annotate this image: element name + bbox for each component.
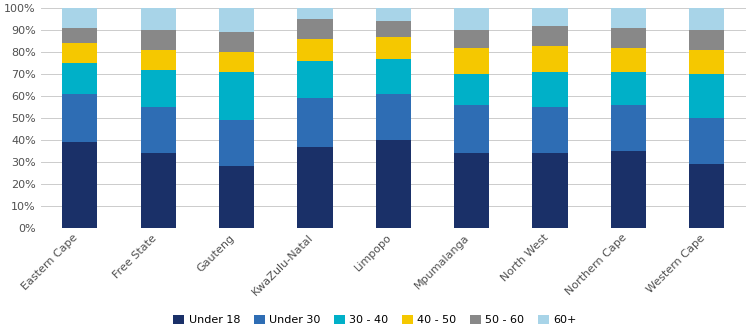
Bar xyxy=(532,26,568,46)
Bar xyxy=(376,21,411,37)
Bar xyxy=(376,37,411,59)
Bar xyxy=(454,153,489,228)
Bar xyxy=(219,32,254,52)
Bar xyxy=(140,153,176,228)
Bar xyxy=(610,48,646,72)
Bar xyxy=(219,8,254,32)
Bar xyxy=(297,8,332,19)
Bar xyxy=(140,50,176,70)
Bar xyxy=(454,8,489,30)
Bar xyxy=(297,98,332,146)
Bar xyxy=(62,28,98,43)
Bar xyxy=(62,142,98,228)
Bar xyxy=(140,70,176,107)
Bar xyxy=(689,30,724,50)
Bar xyxy=(610,105,646,151)
Bar xyxy=(532,153,568,228)
Bar xyxy=(376,59,411,94)
Bar xyxy=(689,50,724,74)
Legend: Under 18, Under 30, 30 - 40, 40 - 50, 50 - 60, 60+: Under 18, Under 30, 30 - 40, 40 - 50, 50… xyxy=(169,310,581,329)
Bar xyxy=(610,72,646,105)
Bar xyxy=(140,8,176,30)
Bar xyxy=(219,72,254,120)
Bar xyxy=(532,46,568,72)
Bar xyxy=(532,72,568,107)
Bar xyxy=(454,105,489,153)
Bar xyxy=(376,8,411,21)
Bar xyxy=(376,140,411,228)
Bar xyxy=(62,63,98,94)
Bar xyxy=(219,166,254,228)
Bar xyxy=(532,8,568,26)
Bar xyxy=(297,61,332,98)
Bar xyxy=(62,43,98,63)
Bar xyxy=(689,74,724,118)
Bar xyxy=(62,94,98,142)
Bar xyxy=(454,48,489,74)
Bar xyxy=(610,151,646,228)
Bar xyxy=(532,107,568,153)
Bar xyxy=(297,19,332,39)
Bar xyxy=(454,74,489,105)
Bar xyxy=(610,28,646,48)
Bar xyxy=(689,8,724,30)
Bar xyxy=(219,120,254,166)
Bar xyxy=(140,107,176,153)
Bar xyxy=(297,146,332,228)
Bar xyxy=(297,39,332,61)
Bar xyxy=(454,30,489,48)
Bar xyxy=(689,164,724,228)
Bar xyxy=(219,52,254,72)
Bar xyxy=(689,118,724,164)
Bar xyxy=(610,8,646,28)
Bar xyxy=(140,30,176,50)
Bar xyxy=(62,8,98,28)
Bar xyxy=(376,94,411,140)
